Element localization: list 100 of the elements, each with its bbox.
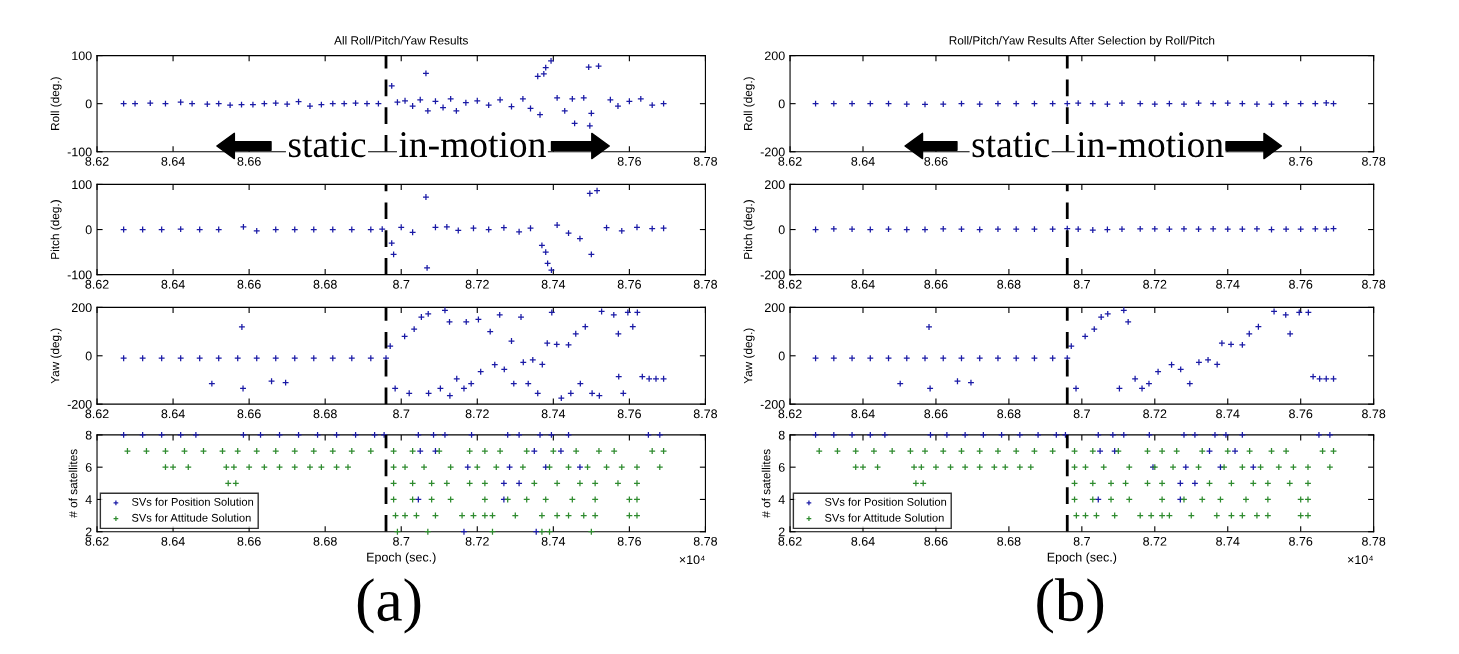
x-tick-label: 8.64 [851,536,875,546]
x-tick-label: 8.66 [924,409,948,419]
x-tick-label: 8.76 [617,156,641,166]
y-axis-title: # of satellites [761,449,771,518]
x-tick-label: 8.62 [778,536,802,546]
x-tick-label: 8.7 [393,536,410,546]
y-tick-label: 2 [85,527,92,537]
y-tick-label: 2 [778,527,785,537]
x-tick-label: 8.76 [1289,536,1313,546]
x-tick-label: 8.68 [313,279,337,289]
x-axis-title: Epoch (sec.) [367,552,436,565]
x-tick-label: 8.68 [313,409,337,419]
x-tick-label: 8.66 [924,156,948,166]
y-tick-label: -200 [760,270,785,280]
x-tick-label: 8.72 [1143,409,1167,419]
text: ×10⁴ [1347,555,1374,565]
y-tick-label: -200 [67,399,92,409]
x-tick-label: 8.72 [1143,536,1167,546]
x-tick-label: 8.64 [161,536,185,546]
x-tick-label: 8.78 [1362,279,1386,289]
x-tick-label: 8.74 [541,409,566,419]
x-tick-label: 8.74 [1216,409,1240,419]
y-axis-title: Yaw (deg.) [743,328,755,384]
x-tick-label: 8.74 [541,279,566,289]
y-tick-label: 4 [778,495,785,504]
y-tick-label: 100 [72,51,92,61]
x-tick-label: 8.74 [1216,536,1240,546]
y-tick-label: -200 [760,399,785,409]
x-tick-label: 8.72 [465,536,489,546]
x-tick-label: 8.74 [1216,279,1240,289]
x-tick-label: 8.64 [161,156,185,166]
x-tick-label: 8.64 [851,156,875,166]
x-tick-label: 8.64 [161,409,185,419]
x-tick-label: 8.68 [997,536,1021,546]
x-tick-label: 8.62 [85,279,109,289]
x-tick-label: 8.64 [851,409,875,419]
x-tick-label: 8.66 [924,536,948,546]
y-axis-title: Roll (deg.) [743,77,755,130]
chart-title: Roll/Pitch/Yaw Results After Selection by Roll/Pitch [949,35,1215,47]
y-tick-label: 200 [764,303,785,313]
x-tick-label: 8.62 [778,156,802,166]
x-tick-label: 8.66 [924,279,948,289]
y-tick-label: -100 [67,270,92,280]
x-tick-label: 8.64 [851,279,875,289]
y-tick-label: 200 [764,51,785,61]
x-tick-label: 8.76 [617,279,641,289]
x-tick-label: 8.78 [693,536,718,546]
annotation: in-motion [1076,132,1224,158]
annotation: static [288,132,366,158]
y-tick-label: -200 [760,147,785,157]
text: ×10⁴ [679,555,705,565]
y-axis-title: Pitch (deg.) [743,200,755,259]
x-tick-label: 8.78 [693,409,718,419]
legend-label: SVs for Position Solution [825,497,947,506]
legend-label: SVs for Position Solution [131,497,254,506]
x-tick-label: 8.68 [997,279,1021,289]
x-tick-label: 8.78 [1362,409,1386,419]
annotation: static [972,132,1050,158]
x-tick-label: 8.7 [1073,279,1090,289]
x-tick-label: 8.7 [393,279,410,289]
x-tick-label: 8.76 [1289,409,1313,419]
y-tick-label: 0 [85,99,92,109]
x-tick-label: 8.62 [85,156,109,166]
y-tick-label: 6 [778,462,785,472]
y-axis-title: Roll (deg.) [50,77,62,130]
y-axis-title: # of satellites [68,449,78,518]
y-tick-label: 6 [85,462,92,472]
x-tick-label: 8.64 [161,279,185,289]
x-tick-label: 8.76 [617,536,641,546]
y-tick-label: -100 [67,147,92,157]
x-tick-label: 8.66 [237,279,261,289]
y-tick-label: 0 [85,351,92,361]
x-tick-label: 8.68 [997,409,1021,419]
x-tick-label: 8.72 [465,409,489,419]
y-axis-title: Yaw (deg.) [50,328,62,384]
x-tick-label: 8.78 [693,156,718,166]
text: (a) [357,578,421,634]
x-tick-label: 8.78 [1362,156,1386,166]
x-tick-label: 8.62 [85,409,109,419]
y-tick-label: 0 [778,351,785,361]
y-tick-label: 0 [778,225,785,235]
y-tick-label: 200 [764,180,785,190]
legend-label: SVs for Attitude Solution [825,513,944,522]
chart-title: All Roll/Pitch/Yaw Results [334,35,468,45]
x-tick-label: 8.74 [541,536,566,546]
x-tick-label: 8.7 [393,409,410,419]
x-tick-label: 8.78 [693,279,718,289]
y-tick-label: 4 [85,495,92,504]
x-axis-title: Epoch (sec.) [1047,552,1117,565]
text: (b) [1037,578,1104,634]
y-axis-title: Pitch (deg.) [50,200,62,259]
x-tick-label: 8.72 [465,279,489,289]
x-tick-label: 8.62 [778,279,802,289]
x-tick-label: 8.7 [1073,409,1090,419]
legend-label: SVs for Attitude Solution [131,513,251,522]
x-tick-label: 8.76 [1289,156,1313,166]
x-tick-label: 8.76 [1289,279,1313,289]
x-tick-label: 8.62 [85,536,109,546]
x-tick-label: 8.72 [1143,279,1167,289]
annotation: in-motion [399,132,546,158]
